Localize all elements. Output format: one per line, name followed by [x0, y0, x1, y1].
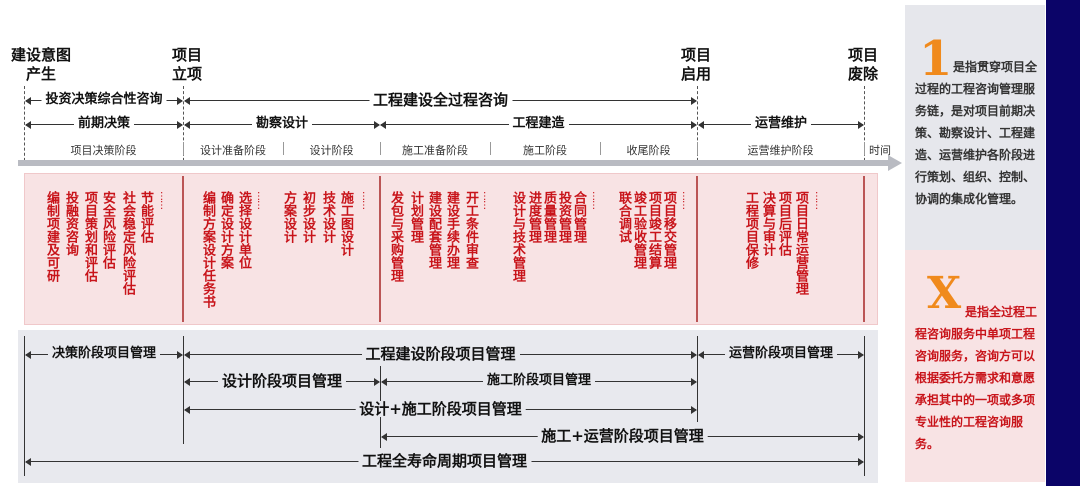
stage-separator — [864, 142, 865, 155]
task: 项目策划和评估 — [82, 191, 97, 282]
task: 合同管理 — [571, 191, 586, 243]
milestone-retire: 项目 废除 — [847, 46, 878, 83]
timeline-arrowhead-icon — [888, 155, 902, 171]
task: 质量管理 — [541, 191, 556, 243]
ellipsis: …… — [813, 191, 824, 209]
arrow-design-mgmt: 设计阶段项目管理 — [184, 373, 380, 389]
ellipsis: …… — [255, 191, 266, 209]
note-one-panel: 1 是指贯穿项目全过程的工程咨询管理服务链，是对项目前期决策、勘察设计、工程建造… — [905, 5, 1045, 250]
divider — [183, 86, 184, 166]
task: 建设配套管理 — [426, 191, 441, 269]
divider — [697, 336, 698, 422]
stage-separator — [600, 142, 601, 155]
task: 投融资咨询 — [63, 191, 78, 256]
stage-closing: 收尾阶段 — [626, 144, 671, 157]
ellipsis: …… — [158, 191, 169, 209]
timeline-arrow — [18, 160, 890, 166]
task: 建设手续办理 — [444, 191, 459, 269]
divider — [864, 336, 865, 476]
task: 进度管理 — [526, 191, 541, 243]
task: 项目竣工结算 — [646, 191, 661, 269]
stage-design-prep: 设计准备阶段 — [200, 144, 266, 157]
milestone-intent: 建设意图 产生 — [10, 46, 71, 83]
arrow-lifecycle-mgmt: 工程全寿命周期项目管理 — [25, 453, 864, 469]
task: 项目日常运营管理 — [793, 191, 808, 295]
task: 编制方案设计任务书 — [200, 191, 215, 308]
arrow-construction-mgmt: 工程建设阶段项目管理 — [184, 346, 697, 362]
stage-ops: 运营维护阶段 — [747, 144, 814, 157]
task: 施工图设计 — [338, 191, 353, 256]
stage-separator — [697, 142, 698, 155]
arrow-construction: 工程建造 — [380, 117, 697, 131]
stage-separator — [490, 142, 491, 155]
stage-design: 设计阶段 — [309, 144, 354, 157]
note-x-text: 是指全过程工程咨询服务中单项工程咨询服务，咨询方可以根据委托方需求和意愿承担其中… — [915, 305, 1038, 451]
arrow-survey-design: 勘察设计 — [184, 117, 380, 131]
stage-separator — [283, 142, 284, 155]
task: 社会稳定风险评估 — [120, 191, 135, 295]
task: 联合调试 — [616, 191, 631, 243]
task: 安全风险评估 — [100, 191, 115, 269]
arrow-operation: 运营维护 — [698, 117, 864, 131]
management-panel: 决策阶段项目管理 工程建设阶段项目管理 运营阶段项目管理 设计阶段项目管理 施工… — [18, 330, 878, 483]
ellipsis: …… — [481, 191, 492, 209]
time-label: 时间 — [869, 144, 891, 157]
task: 发包与采购管理 — [388, 191, 403, 282]
task: 决算与审计 — [760, 191, 775, 256]
divider — [183, 336, 184, 444]
note-x-panel: X 是指全过程工程咨询服务中单项工程咨询服务，咨询方可以根据委托方需求和意愿承担… — [905, 250, 1045, 482]
arrow-invest-consult: 投资决策综合性咨询 — [25, 93, 183, 107]
task: 技术设计 — [320, 191, 335, 243]
divider — [24, 336, 25, 476]
task: 投资管理 — [556, 191, 571, 243]
task: 工程项目保修 — [743, 191, 758, 269]
arrow-design-build-mgmt: 设计+施工阶段项目管理 — [184, 401, 697, 417]
glyph-x: X — [927, 268, 962, 319]
arrow-build-mgmt: 施工阶段项目管理 — [381, 374, 697, 388]
milestone-launch: 项目 启用 — [680, 46, 711, 83]
task: 编制项建及可研 — [44, 191, 59, 282]
arrow-pre-decision: 前期决策 — [25, 117, 183, 131]
arrow-operation-mgmt: 运营阶段项目管理 — [698, 347, 864, 361]
task: 竣工验收管理 — [631, 191, 646, 269]
ellipsis: …… — [360, 191, 371, 209]
glyph-one: 1 — [919, 31, 953, 87]
task: 计划管理 — [408, 191, 423, 243]
stage-build: 施工阶段 — [523, 144, 567, 157]
task: 项目后评估 — [776, 191, 791, 256]
milestone-approval: 项目 立项 — [171, 46, 202, 83]
stage-separator — [380, 142, 381, 155]
arrow-whole-consult: 工程建设全过程咨询 — [184, 92, 697, 108]
task-band — [24, 173, 878, 325]
task: 方案设计 — [281, 191, 296, 243]
arrow-build-ops-mgmt: 施工+运营阶段项目管理 — [381, 428, 864, 444]
band-divider — [696, 176, 698, 322]
stage-decision: 项目决策阶段 — [70, 144, 137, 157]
note-one-text: 是指贯穿项目全过程的工程咨询管理服务链，是对项目前期决策、勘察设计、工程建造、运… — [915, 60, 1038, 206]
divider — [864, 86, 865, 166]
divider — [697, 86, 698, 166]
band-divider — [379, 176, 381, 322]
band-divider — [182, 176, 184, 322]
ellipsis: …… — [590, 191, 601, 209]
task: 确定设计方案 — [218, 191, 233, 269]
task: 项目移交管理 — [661, 191, 676, 269]
stage-separator — [183, 142, 184, 155]
band-divider — [863, 176, 865, 322]
navy-strip — [1046, 0, 1080, 486]
task: 节能评估 — [138, 191, 153, 243]
stage-build-prep: 施工准备阶段 — [402, 144, 468, 157]
task: 开工条件审查 — [463, 191, 478, 269]
task: 设计与技术管理 — [510, 191, 525, 282]
arrow-decision-mgmt: 决策阶段项目管理 — [25, 347, 183, 361]
task: 选择设计单位 — [236, 191, 251, 269]
ellipsis: …… — [680, 191, 691, 209]
divider — [24, 86, 25, 166]
task: 初步设计 — [300, 191, 315, 243]
